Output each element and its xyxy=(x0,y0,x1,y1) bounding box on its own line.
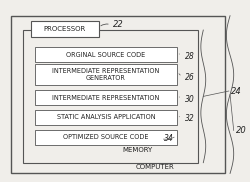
FancyBboxPatch shape xyxy=(36,64,176,85)
Text: ORGINAL SOURCE CODE: ORGINAL SOURCE CODE xyxy=(66,52,146,58)
Text: STATIC ANALYSIS APPLICATION: STATIC ANALYSIS APPLICATION xyxy=(57,114,155,120)
Text: 24: 24 xyxy=(231,86,242,96)
Text: INTERMEDIATE REPRESENTATION
GENERATOR: INTERMEDIATE REPRESENTATION GENERATOR xyxy=(52,68,160,81)
FancyBboxPatch shape xyxy=(36,130,176,145)
Text: PROCESSOR: PROCESSOR xyxy=(44,26,86,32)
FancyBboxPatch shape xyxy=(36,47,176,62)
Text: OPTIMIZED SOURCE CODE: OPTIMIZED SOURCE CODE xyxy=(63,134,149,140)
Text: 34: 34 xyxy=(164,134,174,143)
FancyBboxPatch shape xyxy=(36,110,176,125)
FancyBboxPatch shape xyxy=(36,90,176,105)
Text: COMPUTER: COMPUTER xyxy=(135,164,174,170)
Text: 32: 32 xyxy=(185,114,195,123)
FancyBboxPatch shape xyxy=(11,16,225,173)
Text: 26: 26 xyxy=(185,73,195,82)
FancyBboxPatch shape xyxy=(30,21,99,37)
FancyBboxPatch shape xyxy=(23,30,199,163)
Text: 28: 28 xyxy=(185,52,195,61)
Text: 22: 22 xyxy=(113,20,124,29)
Text: INTERMEDIATE REPRESENTATION: INTERMEDIATE REPRESENTATION xyxy=(52,95,160,101)
Text: MEMORY: MEMORY xyxy=(122,147,153,153)
Text: 30: 30 xyxy=(185,95,195,104)
Text: 20: 20 xyxy=(236,126,247,135)
